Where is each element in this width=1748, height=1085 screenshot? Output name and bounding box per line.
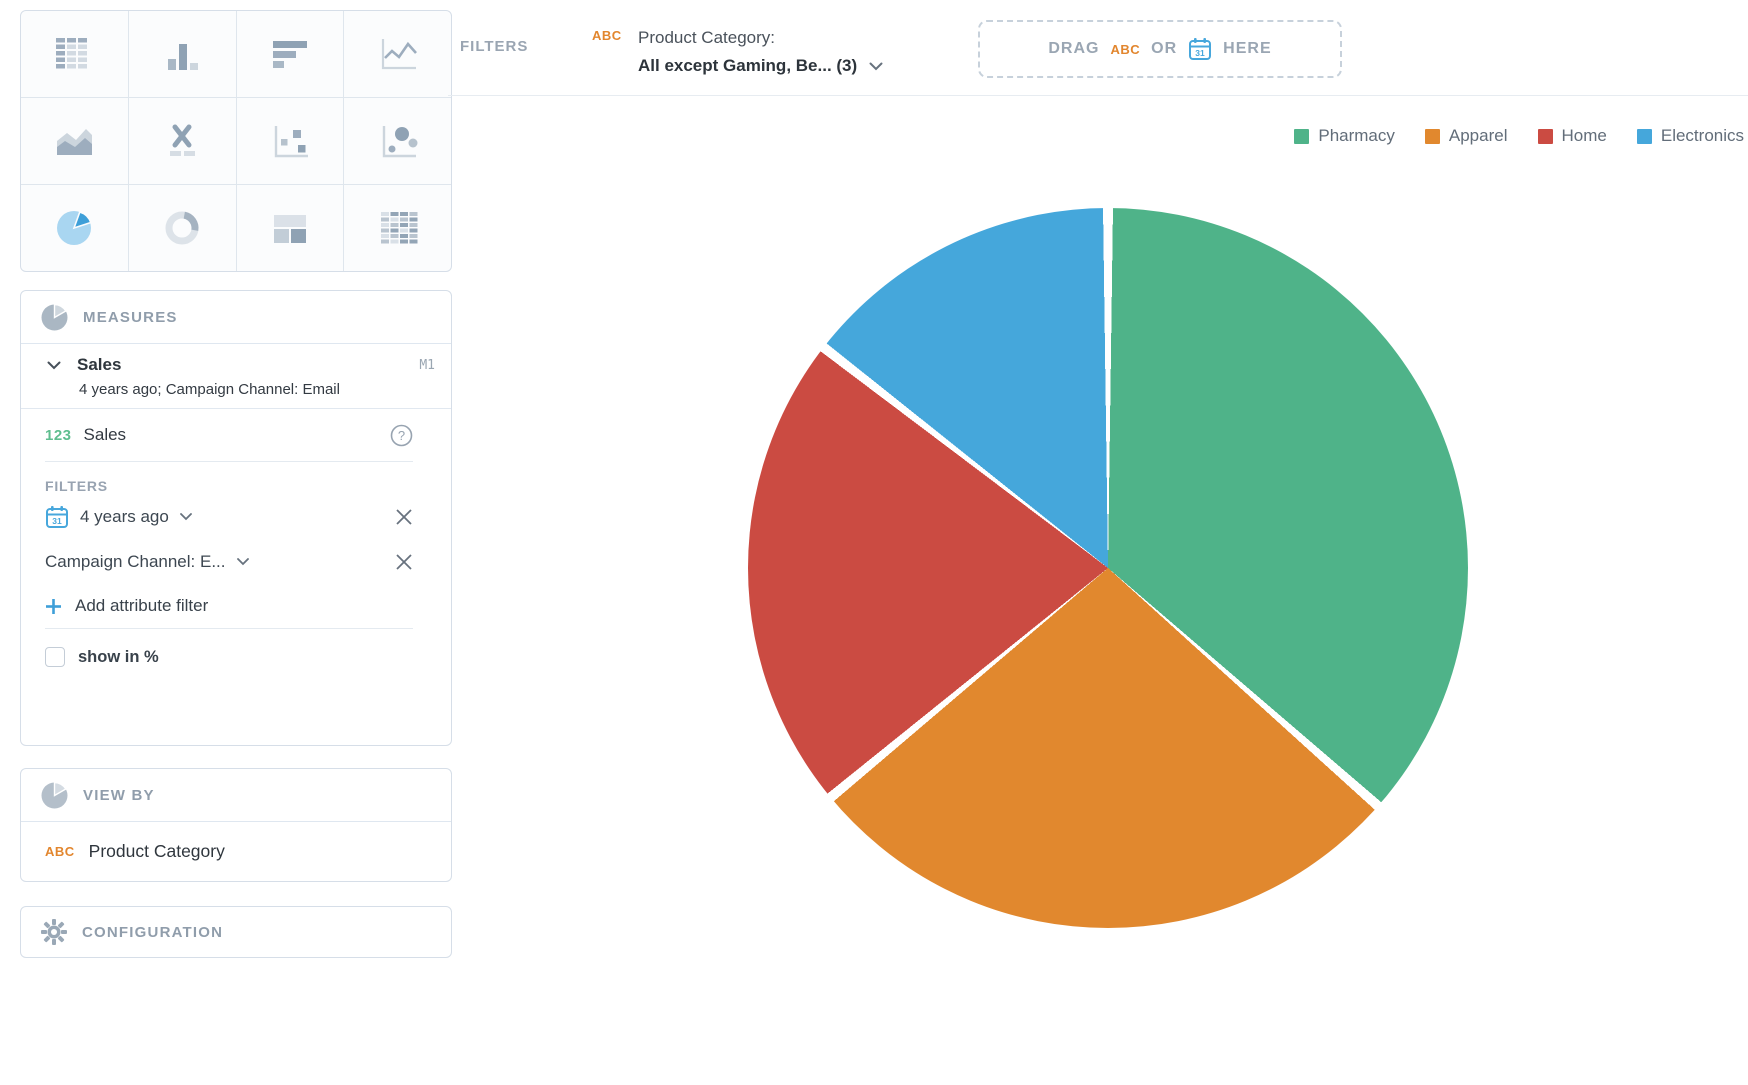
chart-type-picker xyxy=(20,10,452,272)
bubble-chart-icon xyxy=(382,126,418,158)
headline-icon xyxy=(170,124,196,156)
date-filter-row: 31 4 years ago xyxy=(45,494,413,539)
chart-type-bubble-chart-button[interactable] xyxy=(344,98,451,184)
attribute-type-icon: ABC xyxy=(592,28,622,43)
show-in-percent-checkbox[interactable] xyxy=(45,647,65,667)
filter-drop-zone[interactable]: DRAG ABC OR 31 HERE xyxy=(978,20,1342,78)
legend-item: Home xyxy=(1537,126,1607,146)
filter-bar-filter-attribute: Product Category: xyxy=(638,28,776,47)
svg-text:31: 31 xyxy=(1195,48,1205,58)
legend-label: Apparel xyxy=(1448,126,1508,145)
show-in-percent-label[interactable]: show in % xyxy=(78,647,159,666)
column-chart-icon xyxy=(168,44,199,70)
attribute-type-icon: ABC xyxy=(1110,41,1141,57)
divider xyxy=(45,628,413,629)
remove-filter-icon[interactable] xyxy=(395,508,413,526)
chart-type-donut-chart-button[interactable] xyxy=(128,185,236,271)
chevron-down-icon[interactable] xyxy=(236,557,249,566)
measure-name: Sales xyxy=(83,425,127,444)
pie-chart[interactable] xyxy=(748,208,1468,928)
configuration-title: CONFIGURATION xyxy=(82,923,224,941)
numeric-type-icon: 123 xyxy=(45,426,72,444)
pie-section-icon xyxy=(41,781,68,808)
view-by-header: VIEW BY xyxy=(21,769,451,822)
calendar-icon: 31 xyxy=(1189,38,1212,60)
legend-swatch xyxy=(1636,128,1652,144)
line-chart-icon xyxy=(381,39,417,70)
view-by-panel: VIEW BY ABC Product Category xyxy=(20,768,452,882)
chart-legend: Pharmacy Apparel Home Electronics xyxy=(1294,126,1744,146)
measures-header: MEASURES xyxy=(21,291,451,344)
area-chart-icon xyxy=(57,129,93,155)
legend-item: Apparel xyxy=(1424,126,1508,146)
legend-label: Pharmacy xyxy=(1318,126,1395,145)
add-attribute-filter-button[interactable]: Add attribute filter xyxy=(45,584,413,628)
divider xyxy=(45,461,413,462)
measure-group-name: Sales xyxy=(77,355,122,374)
legend-swatch xyxy=(1294,128,1310,144)
heatmap-icon xyxy=(380,212,418,244)
chart-type-pie-chart-button[interactable] xyxy=(21,185,128,271)
chart-type-headline-button[interactable] xyxy=(128,98,236,184)
legend-label: Electronics xyxy=(1660,126,1744,145)
canvas-separator xyxy=(448,95,1748,96)
chart-type-heatmap-button[interactable] xyxy=(344,185,451,271)
filter-bar-label: FILTERS xyxy=(460,38,529,55)
chart-type-scatter-plot-button[interactable] xyxy=(236,98,344,184)
filter-bar-filter-value: All except Gaming, Be... (3) xyxy=(638,56,858,75)
filter-bar-filter-button[interactable]: Product Category: All except Gaming, Be.… xyxy=(638,24,883,80)
gear-icon xyxy=(41,919,67,945)
measure-group-subtitle: 4 years ago; Campaign Channel: Email xyxy=(79,381,340,398)
treemap-icon xyxy=(273,215,306,243)
bar-chart-icon xyxy=(272,41,307,68)
legend-item: Pharmacy xyxy=(1294,126,1395,146)
scatter-plot-icon xyxy=(274,126,308,158)
measure-item[interactable]: 123 Sales ? xyxy=(45,409,413,461)
chevron-down-icon[interactable] xyxy=(47,361,61,370)
date-filter-label[interactable]: 4 years ago xyxy=(80,506,169,526)
measures-panel: MEASURES Sales M1 4 years ago; Campaign … xyxy=(20,290,452,746)
chart-type-bar-chart-button[interactable] xyxy=(236,11,344,97)
attribute-type-icon: ABC xyxy=(45,843,75,859)
chevron-down-icon[interactable] xyxy=(179,512,192,521)
chart-type-area-chart-button[interactable] xyxy=(21,98,128,184)
plus-icon xyxy=(46,598,61,614)
calendar-icon: 31 xyxy=(46,505,68,528)
chart-type-table-button[interactable] xyxy=(21,11,128,97)
help-icon[interactable]: ? xyxy=(390,424,413,447)
filters-section-label: FILTERS xyxy=(45,478,108,494)
remove-filter-icon[interactable] xyxy=(395,553,413,571)
configuration-panel[interactable]: CONFIGURATION xyxy=(20,906,452,958)
legend-label: Home xyxy=(1561,126,1607,145)
measure-badge: M1 xyxy=(419,357,435,373)
drop-zone-drag-label: DRAG xyxy=(1048,40,1100,57)
chart-type-column-chart-button[interactable] xyxy=(128,11,236,97)
view-by-attribute-name: Product Category xyxy=(88,840,225,861)
measure-group[interactable]: Sales M1 4 years ago; Campaign Channel: … xyxy=(21,344,451,409)
donut-chart-icon xyxy=(165,211,199,245)
legend-swatch xyxy=(1537,128,1553,144)
view-by-attribute-item[interactable]: ABC Product Category xyxy=(21,822,451,880)
legend-swatch xyxy=(1424,128,1440,144)
chart-type-line-chart-button[interactable] xyxy=(344,11,451,97)
drop-zone-or-label: OR xyxy=(1151,40,1178,57)
pie-section-icon xyxy=(41,303,68,330)
legend-item: Electronics xyxy=(1636,126,1744,146)
measures-title: MEASURES xyxy=(83,308,178,326)
drop-zone-here-label: HERE xyxy=(1223,40,1272,57)
table-icon xyxy=(56,38,88,69)
attribute-filter-row: Campaign Channel: E... xyxy=(45,539,413,584)
view-by-title: VIEW BY xyxy=(83,786,155,804)
svg-text:?: ? xyxy=(398,428,405,443)
attribute-filter-label[interactable]: Campaign Channel: E... xyxy=(45,551,226,571)
chevron-down-icon[interactable] xyxy=(869,62,883,71)
pie-chart-icon xyxy=(57,211,93,245)
svg-text:31: 31 xyxy=(52,516,62,526)
show-in-percent-row: show in % xyxy=(45,629,413,685)
chart-type-treemap-button[interactable] xyxy=(236,185,344,271)
add-attribute-filter-label: Add attribute filter xyxy=(75,596,209,615)
